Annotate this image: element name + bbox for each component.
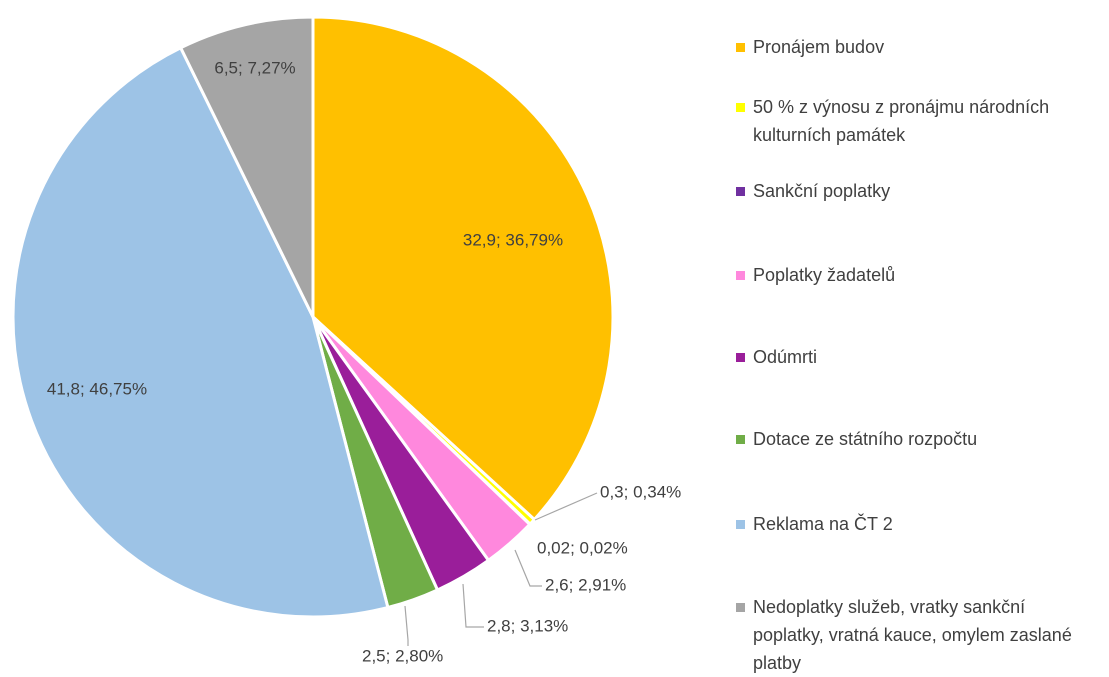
pie-slice [311,15,615,522]
leader-line [462,583,484,628]
legend-swatch [736,603,745,612]
data-label: 2,6; 2,91% [545,575,626,594]
data-label: 0,02; 0,02% [537,538,628,557]
legend-item: 50 % z výnosu z pronájmu národních kultu… [736,93,1098,149]
legend-item: Poplatky žadatelů [736,261,1098,289]
legend-label: Odúmrti [753,347,818,367]
data-label: 32,9; 36,79% [463,230,563,249]
legend-label: Sankční poplatky [753,181,891,201]
legend-label: 50 % z výnosu z pronájmu národních kultu… [753,97,1050,145]
leader-line [534,492,598,521]
legend-swatch [736,353,745,362]
chart: 32,9; 36,79% 0,3; 0,34% 0,02; 0,02% 2,6; 2,… [11,15,681,665]
legend-item: Odúmrti [736,343,1098,371]
legend-item: Sankční poplatky [736,177,1098,205]
legend-swatch [736,103,745,112]
data-label: 0,3; 0,34% [600,482,681,501]
legend-swatch [736,187,745,196]
legend-swatch [736,435,745,444]
legend-label: Pronájem budov [753,37,885,57]
legend-label: Dotace ze státního rozpočtu [753,429,978,449]
legend-item: Dotace ze státního rozpočtu [736,425,1098,453]
legend-swatch [736,271,745,280]
legend-label: Reklama na ČT 2 [753,514,893,534]
legend-label: Poplatky žadatelů [753,265,896,285]
legend-item: Reklama na ČT 2 [736,510,1098,538]
leader-line [404,605,409,646]
legend-label: Nedoplatky služeb, vratky sankční poplat… [753,597,1072,673]
data-label: 6,5; 7,27% [214,58,295,77]
pie-slice [178,15,315,318]
legend-swatch [736,43,745,52]
legend-swatch [736,520,745,529]
data-label: 41,8; 46,75% [47,379,147,398]
leader-line [514,549,542,587]
legend-item: Pronájem budov [736,33,1098,61]
pie-slice [11,45,390,619]
data-label: 2,5; 2,80% [362,646,443,665]
data-label: 2,8; 3,13% [487,616,568,635]
legend-item: Nedoplatky služeb, vratky sankční poplat… [736,593,1098,677]
